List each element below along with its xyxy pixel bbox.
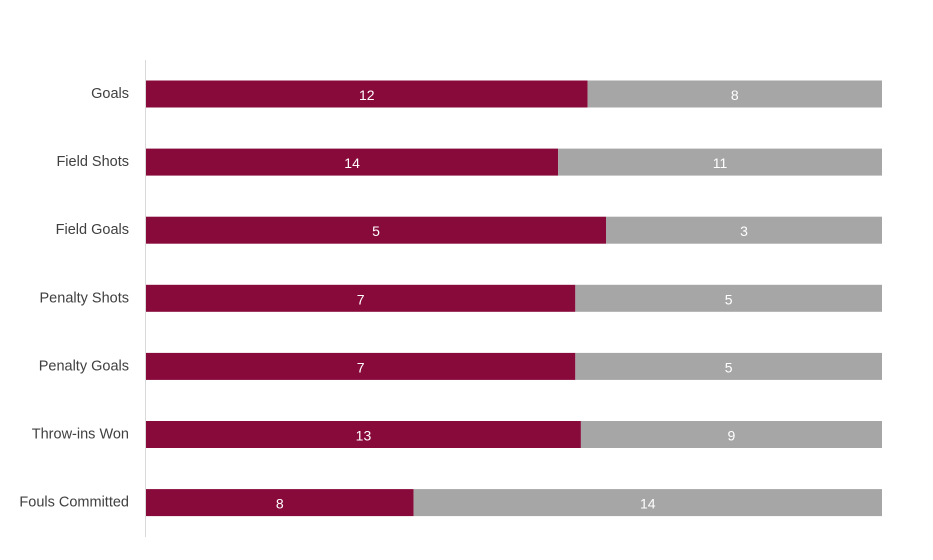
bar-penalty-goals-series-2 [575, 352, 882, 380]
data-label-goals-series-1: 12 [359, 87, 375, 103]
data-label-penalty-goals-series-2: 5 [725, 359, 733, 375]
data-labels: 12 8 14 11 5 3 7 5 7 5 13 9 8 14 [276, 87, 748, 512]
bar-penalty-goals-series-1 [146, 352, 576, 380]
data-label-fouls-committed-series-2: 14 [640, 496, 656, 512]
bar-segments [146, 80, 882, 517]
data-label-throw-ins-won-series-2: 9 [728, 428, 736, 444]
bar-field-goals-series-2 [606, 216, 882, 244]
category-label-field-goals: Field Goals [56, 222, 129, 238]
data-label-field-shots-series-1: 14 [344, 155, 360, 171]
data-label-field-shots-series-2: 11 [713, 155, 728, 171]
category-label-penalty-shots: Penalty Shots [40, 290, 129, 306]
bar-fouls-committed-series-2 [413, 489, 882, 517]
category-label-goals: Goals [91, 86, 129, 102]
bar-field-shots-series-2 [558, 148, 882, 176]
bar-penalty-shots-series-2 [575, 284, 882, 312]
category-labels: Goals Field Shots Field Goals Penalty Shots… [19, 86, 129, 511]
bar-field-goals-series-1 [146, 216, 606, 244]
bar-goals-series-1 [146, 80, 588, 108]
category-label-field-shots: Field Shots [56, 154, 129, 170]
bar-fouls-committed-series-1 [146, 489, 414, 517]
data-label-field-goals-series-2: 3 [740, 223, 748, 239]
data-label-throw-ins-won-series-1: 13 [356, 428, 372, 444]
data-label-fouls-committed-series-1: 8 [276, 496, 284, 512]
bar-throw-ins-won-series-2 [580, 421, 882, 448]
category-label-throw-ins-won: Throw-ins Won [32, 427, 129, 443]
category-label-penalty-goals: Penalty Goals [39, 358, 129, 374]
bar-throw-ins-won-series-1 [146, 421, 581, 448]
bar-goals-series-2 [587, 80, 882, 108]
bar-penalty-shots-series-1 [146, 284, 576, 312]
data-label-penalty-shots-series-2: 5 [725, 291, 733, 307]
data-label-penalty-goals-series-1: 7 [357, 359, 365, 375]
bar-field-shots-series-1 [146, 148, 559, 176]
data-label-field-goals-series-1: 5 [372, 223, 380, 239]
data-label-penalty-shots-series-1: 7 [357, 291, 365, 307]
category-label-fouls-committed: Fouls Committed [19, 495, 129, 511]
data-label-goals-series-2: 8 [731, 87, 739, 103]
